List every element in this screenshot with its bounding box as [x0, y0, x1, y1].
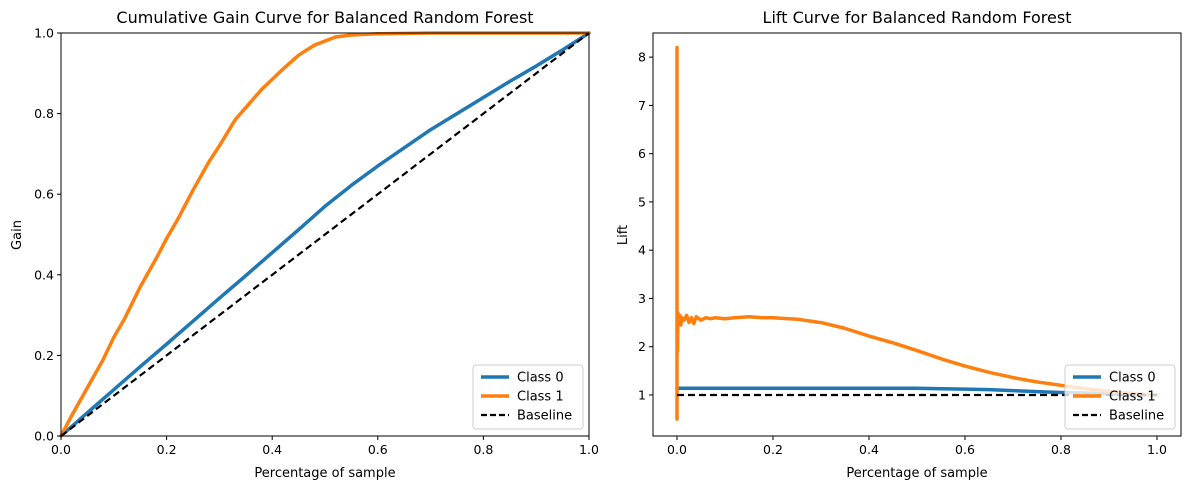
lift-legend: Class 0 Class 1 Baseline — [1064, 364, 1176, 430]
lift-ytick-label: 1 — [638, 387, 646, 402]
lift-xtick-label: 0.0 — [667, 442, 687, 457]
lift-ticks-layer: 0.0 0.2 0.4 0.6 0.8 1.0 1 2 3 4 5 6 7 8 — [638, 50, 1167, 457]
gain-ytick-label: 0.4 — [34, 267, 54, 282]
lift-chart-ylabel: Lift — [616, 225, 631, 245]
gain-series-class-0 — [59, 31, 591, 438]
lift-chart-title: Lift Curve for Balanced Random Forest — [763, 8, 1072, 27]
gain-series-baseline — [60, 32, 590, 437]
lift-ytick-label: 3 — [638, 291, 646, 306]
gain-xtick-label: 1.0 — [579, 442, 599, 457]
gain-ytick-label: 0.0 — [34, 429, 54, 444]
gain-ytick-label: 0.2 — [34, 348, 54, 363]
lift-series-class-1 — [675, 45, 1159, 421]
gain-chart-ylabel: Gain — [10, 220, 25, 250]
lift-ytick-label: 4 — [638, 243, 646, 258]
lift-xtick-label: 0.8 — [1051, 442, 1071, 457]
lift-ytick-label: 8 — [638, 50, 646, 65]
gain-legend-label-baseline: Baseline — [517, 409, 572, 424]
lift-chart-xlabel: Percentage of sample — [846, 466, 987, 481]
lift-xtick-label: 0.6 — [955, 442, 975, 457]
gain-ytick-label: 0.8 — [34, 106, 54, 121]
lift-legend-label-baseline: Baseline — [1109, 409, 1164, 424]
gain-legend-frame — [472, 364, 584, 430]
lift-ytick-label: 6 — [638, 146, 646, 161]
lift-plot-frame — [652, 32, 1182, 437]
lift-ytick-label: 5 — [638, 194, 646, 209]
lift-ytick-label: 2 — [638, 339, 646, 354]
gain-series-class-1 — [59, 31, 591, 438]
gain-xtick-label: 0.0 — [51, 442, 71, 457]
gain-xtick-label: 0.4 — [262, 442, 282, 457]
gain-ytick-label: 1.0 — [34, 26, 54, 41]
gain-xtick-label: 0.8 — [473, 442, 493, 457]
lift-xtick-label: 0.2 — [763, 442, 783, 457]
lift-series-layer — [675, 45, 1159, 421]
gain-ytick-label: 0.6 — [34, 187, 54, 202]
lift-chart: Lift Curve for Balanced Random Forest Pe… — [616, 8, 1182, 481]
lift-xtick-label: 0.4 — [859, 442, 879, 457]
lift-legend-frame — [1064, 364, 1176, 430]
lift-legend-label-class1: Class 1 — [1109, 390, 1156, 405]
gain-chart: Cumulative Gain Curve for Balanced Rando… — [10, 8, 599, 481]
gain-xtick-label: 0.6 — [368, 442, 388, 457]
gain-xtick-label: 0.2 — [157, 442, 177, 457]
lift-xtick-label: 1.0 — [1147, 442, 1167, 457]
lift-legend-label-class0: Class 0 — [1109, 371, 1156, 386]
gain-ticks-layer: 0.0 0.2 0.4 0.6 0.8 1.0 0.0 0.2 0.4 0.6 0.8 1.0 — [34, 26, 599, 458]
gain-legend-label-class0: Class 0 — [517, 371, 564, 386]
gain-legend: Class 0 Class 1 Baseline — [472, 364, 584, 430]
gain-chart-title: Cumulative Gain Curve for Balanced Rando… — [116, 8, 533, 27]
gain-chart-xlabel: Percentage of sample — [254, 466, 395, 481]
gain-series-layer — [59, 31, 591, 438]
gain-legend-label-class1: Class 1 — [517, 390, 564, 405]
gain-plot-frame — [60, 32, 590, 437]
lift-ytick-label: 7 — [638, 98, 646, 113]
